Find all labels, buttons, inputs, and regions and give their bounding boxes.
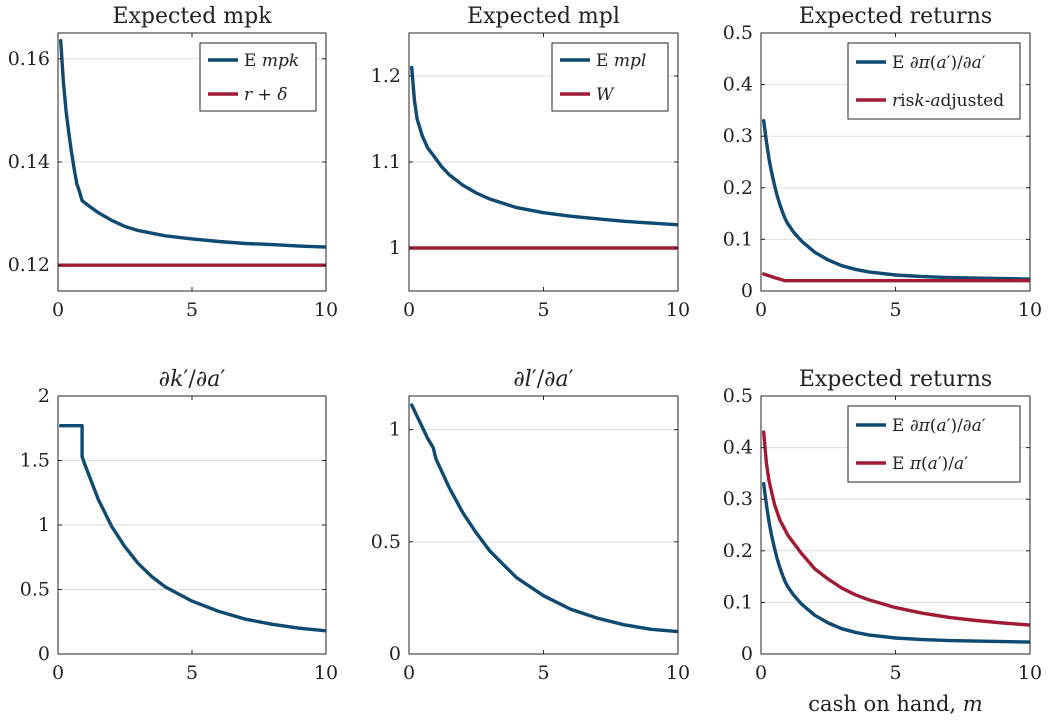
y-tick-label: 0.3: [723, 488, 753, 510]
series-line-blue: [59, 39, 326, 249]
x-tick-label: 5: [889, 662, 901, 684]
series-group: [762, 430, 1030, 644]
y-tick-label: 0.3: [723, 125, 753, 147]
panel-3: 0 5 10 0 0.1 0.2 0.3 0.4 0.5 Expected returns E ∂π…: [723, 4, 1042, 321]
series-group: [410, 403, 678, 634]
legend-box: [847, 42, 1021, 120]
y-tick-label: 1: [38, 514, 50, 536]
x-tick-label: 10: [314, 299, 338, 321]
legend-box: [847, 405, 1021, 483]
y-tick-label: 0: [741, 643, 753, 665]
legend-label: E π(a′)/a′: [892, 454, 968, 474]
series-group: [762, 118, 1030, 283]
legend-label: E ∂π(a′)/∂a′: [892, 53, 986, 73]
y-tick-label: 0.5: [371, 531, 401, 553]
y-tick-label: 1.5: [20, 450, 50, 472]
y-tick-label: 1: [389, 237, 401, 259]
panel-5: 0 5 10 0 0.5 1 ∂l′/∂a′: [371, 367, 690, 684]
plot-area: [409, 396, 678, 654]
legend: E ∂π(a′)/∂a′ E π(a′)/a′: [847, 405, 1021, 483]
y-tick-label: 0.4: [723, 74, 753, 96]
x-tick-label: 10: [666, 299, 690, 321]
series-line-red: [762, 272, 1030, 283]
legend: E mpk r + δ: [199, 42, 317, 112]
panel-title: Expected returns: [799, 4, 992, 29]
panel-1: 0 5 10 0.12 0.14 0.16 Expected mpk E mpk r + δ: [8, 4, 338, 321]
panel-4: 0 5 10 0 0.5 1 1.5 2 ∂k′/∂a′: [20, 367, 338, 684]
series-line-blue: [410, 65, 678, 227]
x-tick-label: 10: [666, 662, 690, 684]
x-tick-label: 10: [1018, 662, 1042, 684]
panel-title: Expected returns: [799, 367, 992, 392]
legend-box: [551, 42, 669, 112]
legend-label: W: [596, 85, 615, 105]
legend: E mpl W: [551, 42, 669, 112]
y-tick-label: 0: [38, 643, 50, 665]
legend-box: [199, 42, 317, 112]
panel-title: Expected mpk: [112, 4, 272, 29]
panel-title: ∂k′/∂a′: [159, 367, 226, 392]
y-tick-label: 0.14: [8, 151, 50, 173]
series-line-blue: [59, 424, 326, 633]
y-tick-label: 0: [389, 643, 401, 665]
x-axis-label: cash on hand, m: [808, 692, 982, 716]
x-tick-label: 0: [755, 662, 767, 684]
y-tick-label: 0.16: [8, 48, 50, 70]
y-tick-label: 0.1: [723, 591, 753, 613]
y-tick-label: 0.4: [723, 437, 753, 459]
y-tick-label: 0.5: [20, 579, 50, 601]
x-tick-label: 0: [52, 662, 64, 684]
series-group: [58, 39, 326, 267]
series-line-blue: [410, 403, 678, 634]
series-line-blue: [762, 118, 1030, 281]
y-tick-label: 0.5: [723, 22, 753, 44]
y-tick-label: 0.12: [8, 254, 50, 276]
y-tick-label: 0.2: [723, 540, 753, 562]
x-tick-label: 5: [186, 662, 198, 684]
x-tick-label: 0: [52, 299, 64, 321]
x-tick-label: 5: [537, 299, 549, 321]
x-tick-label: 0: [403, 299, 415, 321]
y-tick-label: 1.2: [371, 65, 401, 87]
y-tick-label: 2: [38, 385, 50, 407]
panel-6: 0 5 10 0 0.1 0.2 0.3 0.4 0.5 Expected returns cash…: [723, 367, 1042, 716]
panel-title: ∂l′/∂a′: [513, 367, 573, 392]
series-line-blue: [762, 482, 1030, 644]
series-group: [59, 424, 326, 633]
legend: E ∂π(a′)/∂a′ risk-adjusted: [847, 42, 1021, 120]
y-tick-label: 0.1: [723, 228, 753, 250]
y-tick-label: 0.2: [723, 177, 753, 199]
x-tick-label: 0: [403, 662, 415, 684]
x-tick-label: 0: [755, 299, 767, 321]
series-line-red: [762, 430, 1030, 627]
series-group: [409, 65, 678, 250]
y-tick-label: 1: [389, 419, 401, 441]
y-tick-label: 1.1: [371, 151, 401, 173]
x-tick-label: 5: [889, 299, 901, 321]
legend-label: risk-adjusted: [892, 91, 1004, 111]
panel-title: Expected mpl: [467, 4, 620, 29]
legend-label: r + δ: [244, 85, 287, 105]
y-tick-label: 0.5: [723, 385, 753, 407]
x-tick-label: 5: [186, 299, 198, 321]
y-tick-label: 0: [741, 280, 753, 302]
legend-label: E ∂π(a′)/∂a′: [892, 416, 986, 436]
legend-label: E mpl: [596, 51, 646, 71]
panel-2: 0 5 10 1 1.1 1.2 Expected mpl E mpl W: [371, 4, 690, 321]
legend-label: E mpk: [244, 51, 299, 71]
x-tick-label: 10: [1018, 299, 1042, 321]
x-tick-label: 10: [314, 662, 338, 684]
x-tick-label: 5: [537, 662, 549, 684]
